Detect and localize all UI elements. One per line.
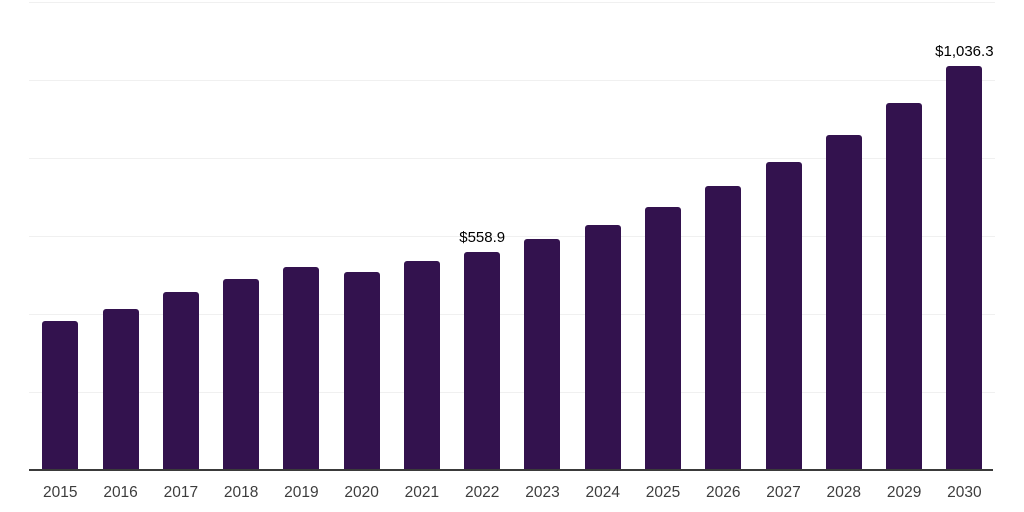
x-tick-label-2027: 2027: [766, 484, 801, 501]
bar-2026: [705, 185, 742, 470]
gridline-200: [29, 392, 995, 393]
bar-2022: [464, 252, 501, 470]
x-tick-label-2030: 2030: [947, 484, 982, 501]
bar-2016: [102, 308, 139, 470]
value-label-2022: $558.9: [459, 229, 506, 247]
plot-area: $558.9 $1,036.3: [29, 2, 995, 471]
x-tick-label-2020: 2020: [344, 484, 379, 501]
bar-2015: [42, 321, 79, 470]
bar-2018: [223, 278, 260, 470]
gridline-1200: [29, 2, 995, 3]
x-tick-label-2015: 2015: [43, 484, 78, 501]
bar-2019: [283, 267, 320, 470]
gridline-800: [29, 158, 995, 159]
bar-2028: [825, 135, 862, 470]
gridline-400: [29, 314, 995, 315]
x-tick-label-2021: 2021: [404, 484, 440, 501]
bar-2021: [403, 260, 440, 470]
x-tick-label-2018: 2018: [223, 484, 259, 501]
bar-2017: [162, 292, 199, 470]
x-tick-label-2028: 2028: [826, 484, 862, 501]
x-tick-label-2029: 2029: [886, 484, 922, 501]
x-tick-label-2023: 2023: [525, 484, 560, 501]
x-tick-label-2017: 2017: [163, 484, 199, 501]
gridline-1000: [29, 80, 995, 81]
bar-2020: [343, 271, 380, 470]
bar-2023: [524, 239, 561, 470]
bar-2030: [946, 65, 983, 470]
x-tick-label-2019: 2019: [284, 484, 319, 501]
value-label-2030: $1,036.3: [935, 42, 994, 60]
x-axis-line: [29, 469, 993, 471]
bar-2027: [765, 161, 802, 470]
x-tick-label-2022: 2022: [464, 484, 500, 501]
x-tick-label-2024: 2024: [585, 484, 620, 501]
x-tick-label-2016: 2016: [103, 484, 138, 501]
x-tick-label-2025: 2025: [645, 484, 681, 501]
bar-2024: [584, 225, 621, 470]
bar-2025: [645, 207, 681, 470]
bar-2029: [886, 103, 923, 470]
gridline-600: [29, 236, 995, 237]
x-tick-label-2026: 2026: [706, 484, 741, 501]
